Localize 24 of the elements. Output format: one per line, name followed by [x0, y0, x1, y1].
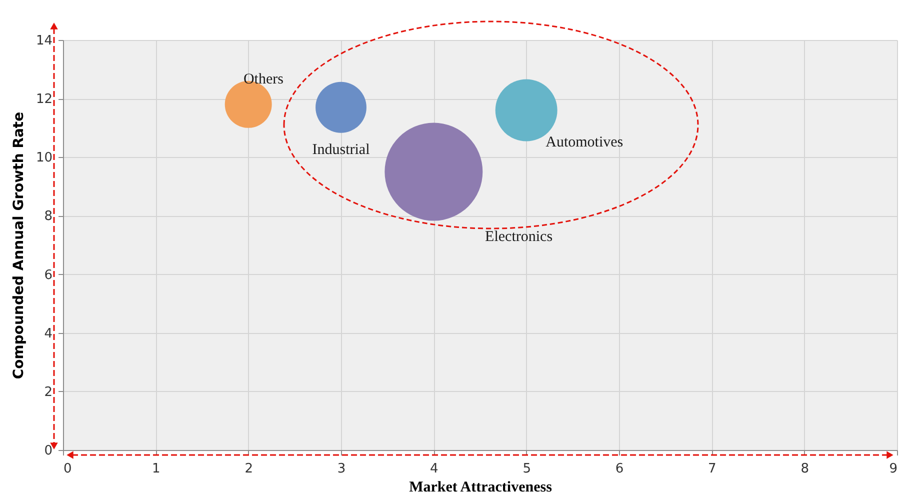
x-tick-label: 3 — [337, 462, 346, 476]
x-tick-label: 7 — [708, 462, 716, 476]
y-tick-label: 2 — [44, 384, 52, 400]
y-tick-label: 12 — [36, 92, 52, 108]
x-tick-label: 4 — [430, 462, 438, 476]
series-label: Automotives — [546, 134, 624, 150]
series-label: Others — [243, 71, 284, 88]
y-tick-label: 4 — [44, 326, 52, 342]
x-tick-label: 5 — [522, 462, 531, 476]
x-tick-label: 0 — [64, 462, 72, 476]
y-tick-label: 0 — [44, 444, 52, 458]
x-axis-title: Market Attractiveness — [409, 480, 552, 496]
x-tick-label: 6 — [615, 462, 624, 476]
y-axis-title: Compounded Annual Growth Rate — [10, 112, 27, 380]
series-label: Electronics — [485, 228, 553, 245]
series-label: Industrial — [312, 142, 370, 158]
y-tick-label: 10 — [36, 150, 52, 166]
x-tick-label: 2 — [244, 462, 253, 476]
y-tick-label: 8 — [44, 209, 52, 224]
y-tick-label: 6 — [44, 268, 52, 283]
y-tick-label: 14 — [36, 34, 52, 48]
x-tick-label: 9 — [889, 462, 898, 476]
x-tick-label: 8 — [800, 462, 809, 476]
x-tick-label: 1 — [152, 462, 160, 476]
